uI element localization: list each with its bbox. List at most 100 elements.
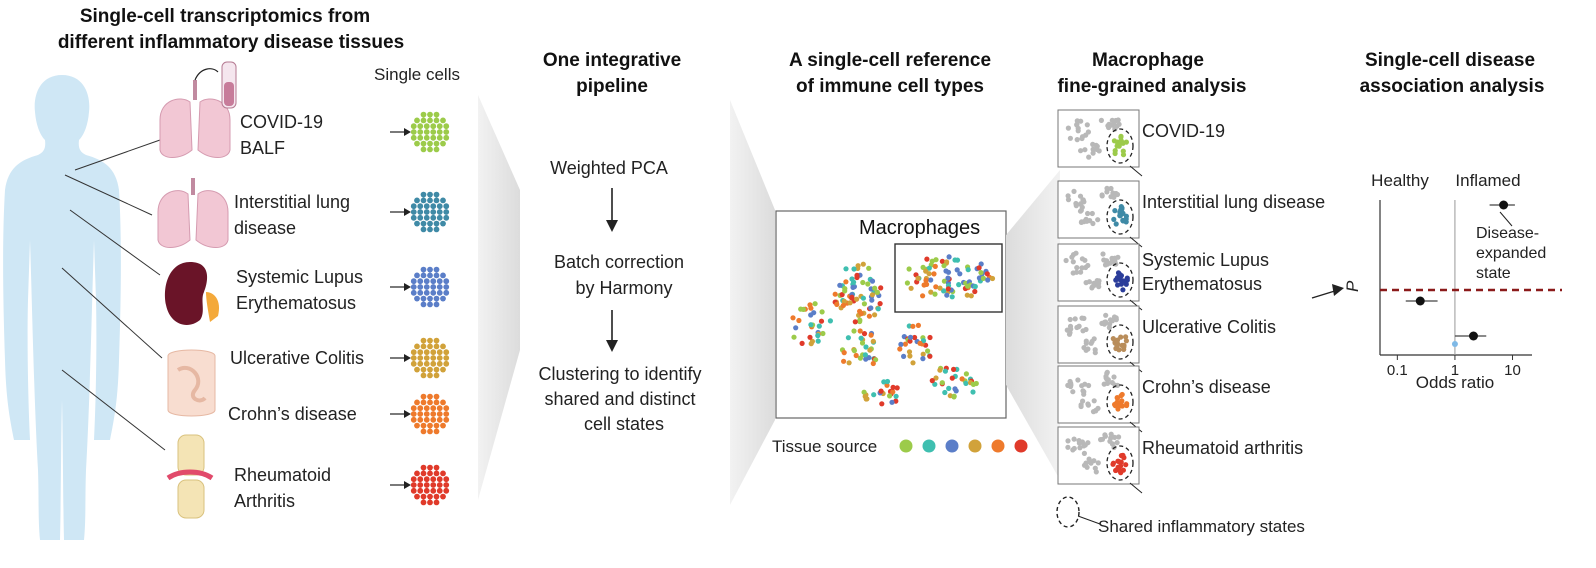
macrophage-gray-dot	[1089, 285, 1095, 291]
umap-cell-dot	[873, 357, 879, 363]
umap-cell-dot	[854, 296, 860, 302]
umap-cell-dot	[932, 381, 938, 387]
single-cell-dot	[417, 360, 424, 367]
single-cell-dot	[427, 226, 433, 233]
umap-cell-dot	[850, 284, 856, 290]
single-cell-dot	[440, 422, 446, 429]
macrophage-gray-dot	[1095, 460, 1101, 466]
single-cell-dot	[420, 464, 427, 471]
macrophage-state-dot	[1123, 462, 1129, 468]
umap-cell-dot	[867, 347, 873, 353]
single-cell-dot	[427, 393, 433, 400]
macrophage-gray-dot	[1079, 134, 1086, 140]
single-cell-dot	[423, 476, 430, 483]
umap-cell-dot	[860, 279, 866, 286]
macrophage-gray-dot	[1115, 254, 1121, 260]
macrophage-gray-dot	[1065, 438, 1071, 444]
single-cell-dot	[414, 197, 420, 204]
single-cell-dot	[423, 209, 430, 215]
single-cell-dot	[410, 349, 417, 356]
single-cell-dot	[430, 209, 437, 215]
single-cell-dot	[430, 284, 437, 290]
macrophage-gray-dot	[1072, 316, 1078, 322]
single-cell-dot	[417, 203, 424, 210]
macrophage-gray-dot	[1103, 312, 1109, 318]
single-cell-dot	[420, 343, 427, 350]
single-cells-label: Single cells	[374, 65, 460, 84]
macrophage-gray-dot	[1081, 315, 1087, 321]
tissue-source-color-dot	[899, 439, 913, 453]
tissue-source-color-dot	[991, 439, 1005, 453]
macrophage-gray-dot	[1075, 324, 1082, 330]
macrophage-gray-dot	[1116, 121, 1122, 127]
single-cell-dot	[433, 191, 440, 198]
umap-cell-dot	[832, 291, 838, 297]
macrophage-state-dot	[1121, 344, 1127, 350]
umap-cell-dot	[869, 278, 876, 284]
single-cell-dot	[410, 284, 417, 290]
macrophage-gray-dot	[1108, 435, 1114, 441]
umap-cell-dot	[957, 271, 963, 277]
macrophage-gray-dot	[1079, 383, 1085, 389]
umap-cell-dot	[928, 277, 934, 283]
single-cell-dot	[436, 289, 443, 296]
macrophage-gray-dot	[1078, 148, 1084, 154]
umap-cell-dot	[920, 356, 926, 362]
single-cell-dot	[423, 487, 430, 494]
shared-state-arrow	[1129, 165, 1143, 177]
umap-cell-dot	[861, 331, 868, 337]
single-cell-dot	[430, 360, 437, 367]
macrophage-gray-dot	[1096, 148, 1102, 154]
single-cell-dot	[420, 191, 427, 198]
macrophage-gray-dot	[1070, 252, 1077, 258]
single-cell-dot	[420, 499, 427, 506]
shared-state-circle	[1106, 384, 1134, 420]
umap-cell-dot	[878, 285, 884, 291]
single-cell-dot	[433, 366, 440, 373]
macrophage-state-label-line1: Rheumatoid arthritis	[1142, 438, 1303, 458]
tissue-arrow-head	[404, 481, 411, 489]
macrophage-state-dot	[1112, 401, 1118, 408]
single-cell-dot	[420, 266, 427, 273]
umap-cell-dot	[920, 293, 926, 299]
umap-cell-dot	[887, 393, 893, 399]
macrophage-gray-dot	[1095, 217, 1101, 223]
macrophage-state-dot	[1110, 461, 1116, 467]
single-cell-dot	[436, 360, 443, 367]
umap-cell-dot	[851, 348, 858, 354]
single-cell-dot	[433, 111, 440, 118]
macrophage-state-dot	[1115, 282, 1121, 288]
single-cell-dot	[414, 422, 420, 429]
single-cell-dot	[410, 214, 417, 221]
umap-cell-dot	[931, 271, 937, 277]
single-cell-dot	[433, 295, 440, 302]
umap-cell-dot	[861, 389, 867, 395]
umap-cell-dot	[942, 368, 949, 374]
reference-title-line1: A single-cell reference	[789, 50, 991, 71]
kidney-icon	[165, 262, 220, 325]
umap-cell-dot	[890, 384, 896, 390]
single-cell-dot	[414, 295, 420, 302]
umap-cell-dot	[861, 301, 868, 307]
tissue-label-line1: Systemic Lupus	[236, 267, 363, 287]
pipeline-arrow-head-2	[606, 340, 618, 352]
macrophage-state-label-line1: Systemic Lupus	[1142, 250, 1269, 270]
macrophage-state-dot	[1117, 213, 1123, 219]
x-tick-label: 1	[1451, 362, 1459, 379]
macrophage-state-dot	[1115, 458, 1121, 464]
single-cell-dot	[423, 405, 430, 412]
single-cell-dot	[417, 405, 424, 412]
umap-cell-dot	[869, 292, 876, 298]
umap-clusters	[790, 254, 996, 407]
umap-cell-dot	[843, 266, 849, 272]
umap-cell-dot	[869, 297, 875, 303]
umap-cell-dot	[799, 340, 805, 346]
single-cell-dot	[423, 203, 430, 210]
single-cell-dot	[433, 146, 440, 153]
macrophage-gray-dot	[1105, 377, 1111, 383]
macrophage-state-dot	[1118, 133, 1124, 139]
single-cell-dot	[443, 129, 450, 135]
umap-cell-dot	[915, 275, 921, 281]
